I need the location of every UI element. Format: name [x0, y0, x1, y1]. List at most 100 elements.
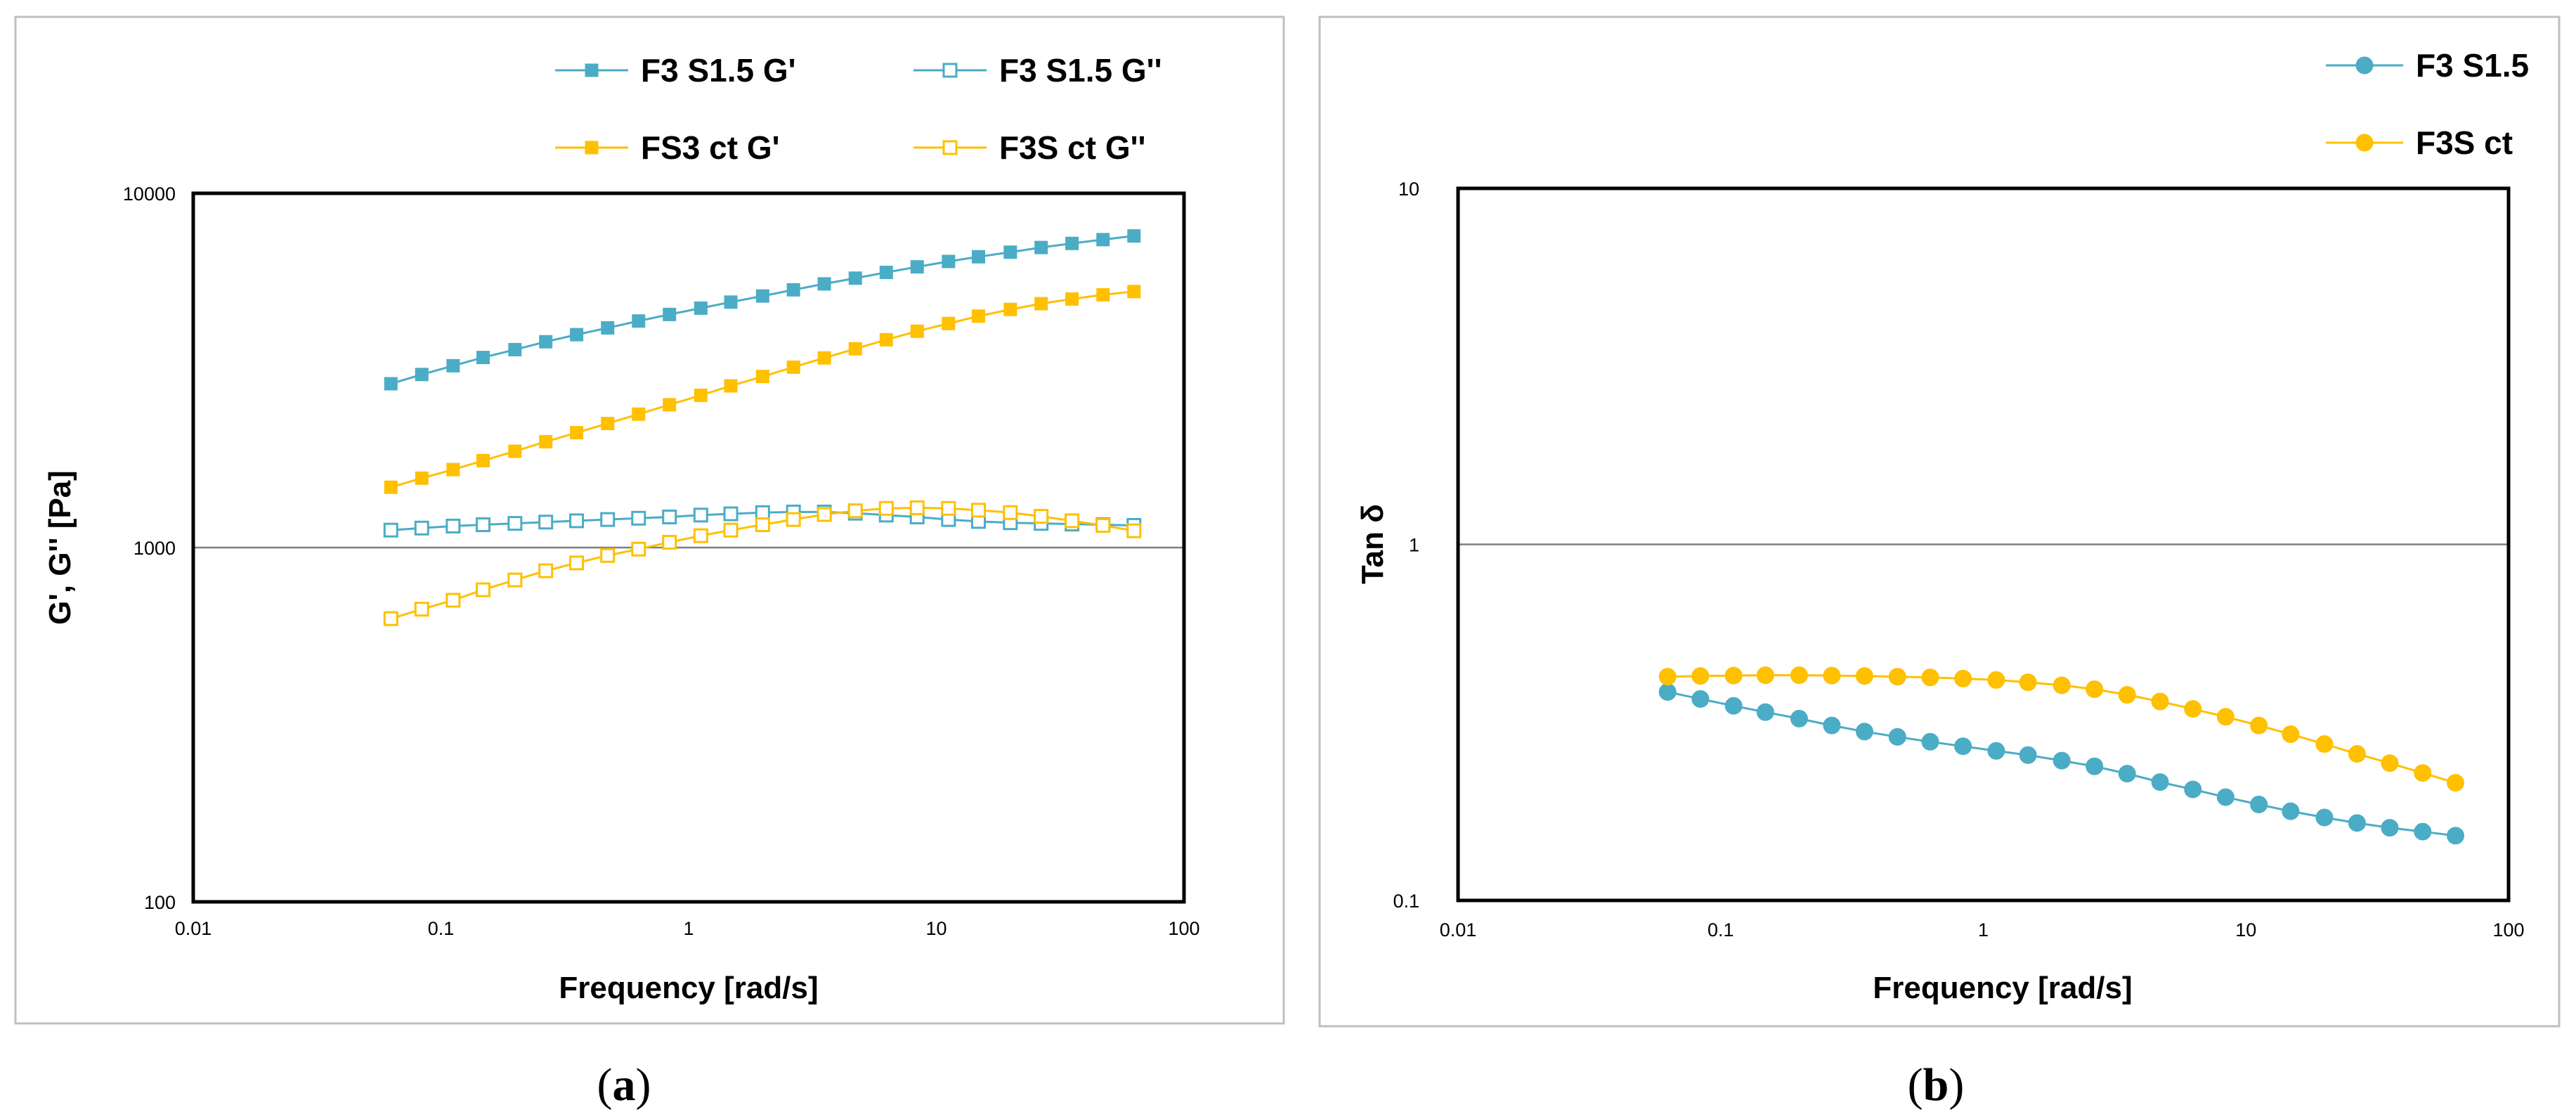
data-point: [601, 321, 615, 335]
data-point: [694, 301, 708, 315]
legend-marker: [942, 140, 958, 155]
data-point: [755, 505, 770, 520]
y-tick-label: 1000: [134, 538, 176, 559]
data-point: [2118, 686, 2136, 704]
data-point: [1790, 666, 1808, 685]
data-point: [972, 250, 986, 264]
data-point: [1823, 666, 1841, 685]
data-point: [724, 295, 738, 309]
data-point: [972, 309, 986, 323]
data-point: [570, 426, 584, 440]
data-point: [971, 503, 987, 518]
legend-entry: F3 S1.5 G': [555, 52, 796, 89]
data-point: [476, 517, 491, 533]
data-point: [2086, 680, 2104, 699]
data-point: [570, 328, 584, 342]
y-tick-label: 100: [144, 892, 176, 913]
data-point: [446, 463, 460, 477]
data-point: [941, 500, 956, 516]
data-point: [476, 582, 491, 597]
data-point: [879, 332, 893, 347]
data-point: [2250, 795, 2268, 813]
data-point: [569, 513, 585, 529]
y-tick-label: 1: [1409, 535, 1419, 556]
data-point: [1096, 287, 1110, 302]
data-point: [1855, 723, 1873, 741]
data-point: [2184, 700, 2202, 718]
data-point: [2414, 822, 2432, 841]
y-tick-label: 0.1: [1393, 891, 1419, 912]
data-point: [910, 324, 924, 338]
data-point: [632, 407, 646, 421]
data-point: [538, 515, 554, 530]
data-point: [1096, 233, 1110, 247]
legend-marker: [585, 63, 599, 77]
data-point: [2282, 802, 2300, 820]
data-point: [2315, 735, 2334, 753]
data-point: [1126, 523, 1142, 538]
data-point: [693, 528, 708, 543]
legend-label: F3S ct G'': [999, 129, 1145, 166]
panel-a-chart: 0.01 0.1 1 10 100 100 1000 10000 Frequency [rad/…: [43, 52, 1200, 1005]
data-point: [414, 520, 429, 536]
x-tick-label: 0.01: [1440, 919, 1477, 940]
data-point: [569, 555, 585, 571]
legend-entry: F3S ct: [2326, 124, 2513, 161]
data-point: [2151, 692, 2169, 711]
data-point: [1954, 737, 1972, 756]
data-point: [1034, 509, 1049, 524]
data-point: [1127, 229, 1141, 243]
data-point: [1855, 667, 1873, 685]
data-point: [2381, 819, 2399, 837]
data-point: [1724, 666, 1743, 685]
data-point: [1658, 668, 1677, 686]
data-point: [1691, 690, 1710, 708]
data-point: [2315, 808, 2334, 827]
data-point: [446, 358, 460, 373]
data-point: [538, 563, 554, 578]
data-point: [476, 453, 490, 467]
data-point: [507, 516, 523, 531]
data-point: [755, 289, 769, 303]
data-point: [383, 522, 398, 538]
data-point: [723, 506, 739, 522]
data-point: [1987, 671, 2005, 689]
y-axis-title: Tan δ: [1355, 504, 1390, 584]
data-point: [1888, 668, 1906, 686]
data-point: [1658, 683, 1677, 701]
x-tick-label: 1: [1978, 919, 1989, 940]
panel-b-letter: b: [1923, 1059, 1949, 1111]
data-point: [848, 342, 862, 356]
legend-marker: [942, 63, 958, 78]
data-point: [817, 507, 832, 522]
data-point: [508, 342, 522, 356]
data-point: [1691, 667, 1710, 685]
data-point: [384, 377, 398, 391]
data-point: [724, 379, 738, 393]
data-point: [631, 510, 646, 526]
data-point: [1034, 297, 1048, 311]
data-point: [1790, 709, 1808, 728]
panel-b-label: (b): [1908, 1059, 1965, 1111]
data-point: [755, 517, 770, 533]
data-point: [600, 548, 616, 563]
data-point: [1003, 302, 1017, 316]
data-point: [2216, 788, 2235, 806]
data-point: [2118, 765, 2136, 783]
panel-b-chart: 0.01 0.1 1 10 100 0.1 1 10 Frequency [rad/s] Tan …: [1355, 47, 2529, 1005]
y-axis-title: G', G'' [Pa]: [43, 470, 77, 625]
data-point: [755, 370, 769, 384]
data-point: [817, 351, 831, 365]
legend-label: F3 S1.5: [2416, 47, 2529, 84]
data-point: [383, 611, 398, 626]
data-point: [476, 351, 490, 365]
data-point: [1034, 240, 1048, 254]
data-point: [1127, 285, 1141, 299]
data-point: [942, 254, 956, 269]
data-point: [663, 307, 677, 321]
y-tick-label: 10: [1398, 179, 1419, 200]
data-point: [2184, 780, 2202, 799]
x-tick-label: 0.1: [1707, 919, 1734, 940]
data-point: [878, 500, 894, 516]
